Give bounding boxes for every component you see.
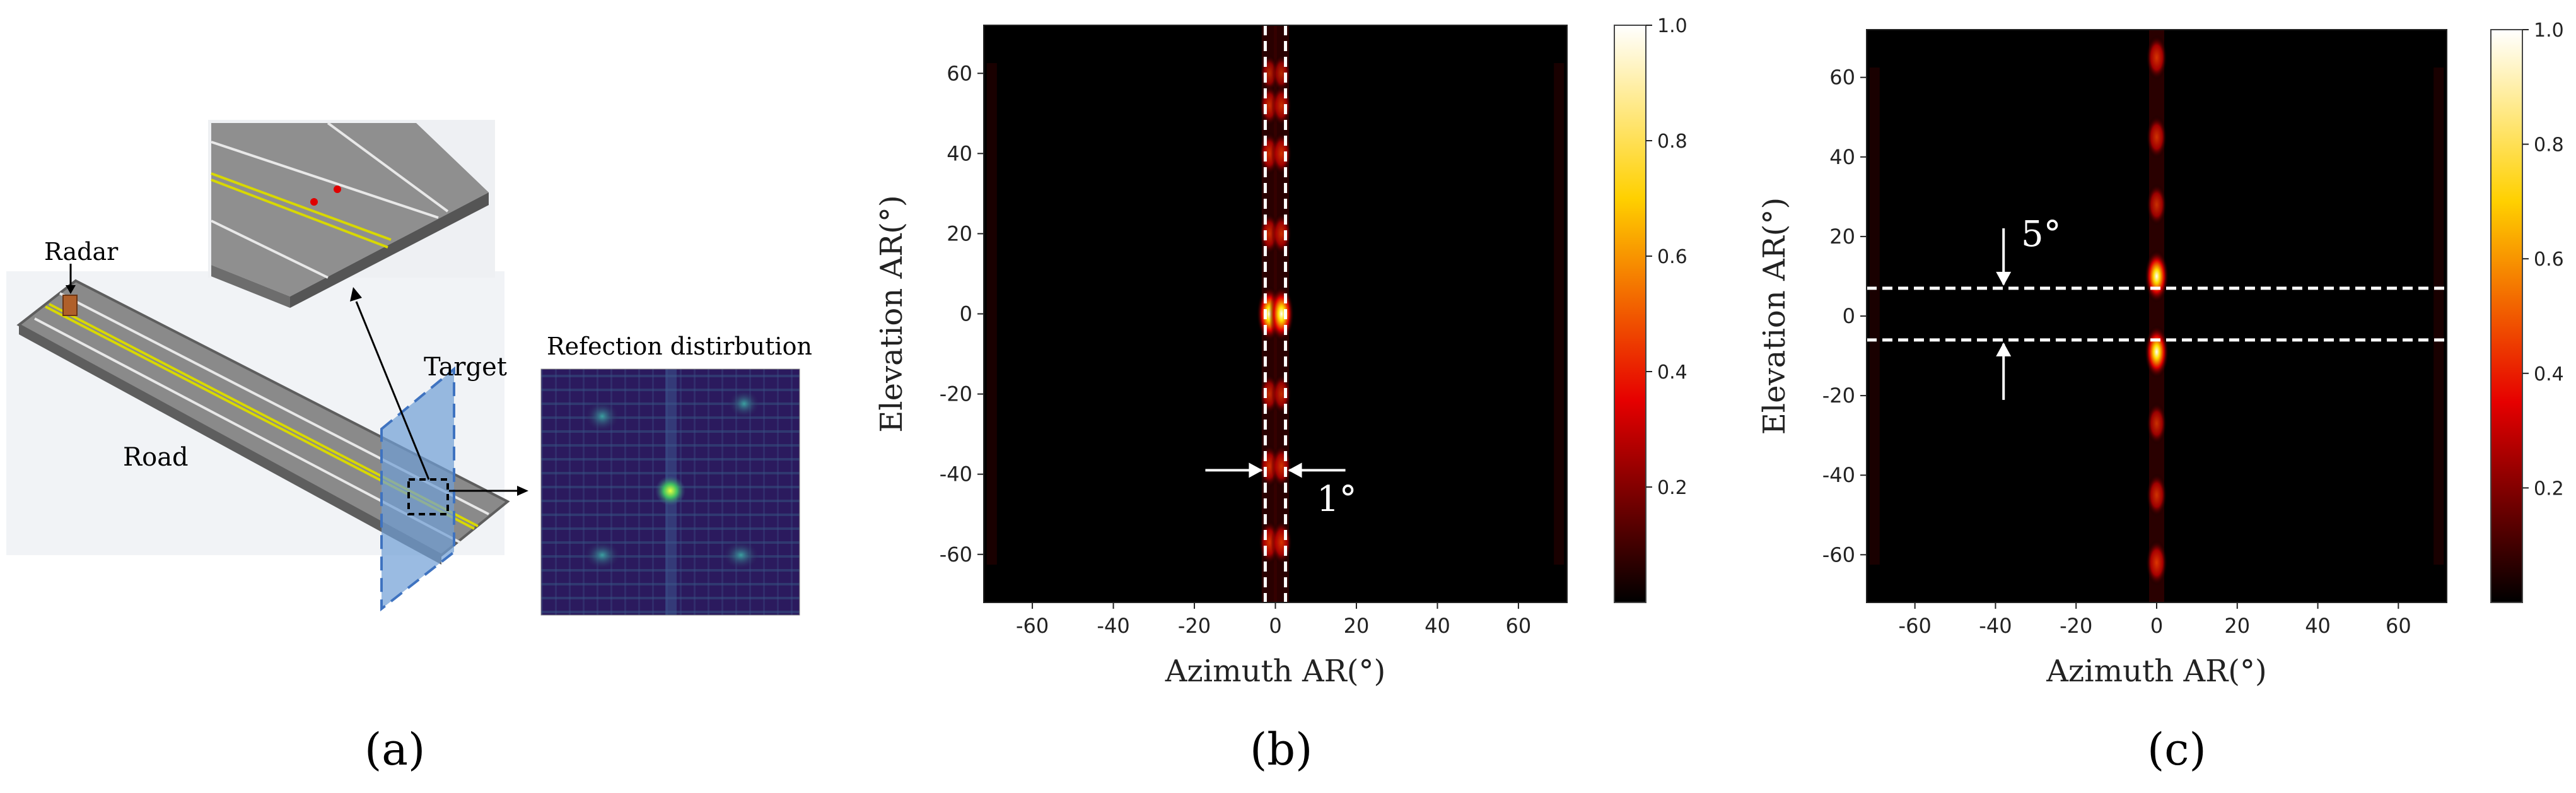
x-tick-label: -20 bbox=[1178, 614, 1211, 638]
x-tick-label: 20 bbox=[2224, 614, 2250, 638]
panel-b: -60 -40 -20 0 20 40 60 -60 -40 -20 0 20 40 60 Azimuth … bbox=[874, 15, 1687, 775]
side-lobe bbox=[1554, 63, 1565, 565]
y-tick-label: 60 bbox=[1829, 66, 1855, 90]
side-lobe bbox=[2433, 68, 2444, 565]
side-lobe bbox=[986, 63, 997, 565]
colorbar-tick-label: 0.4 bbox=[1657, 361, 1687, 384]
y-tick-label: -60 bbox=[940, 543, 972, 567]
x-tick-label: 40 bbox=[1425, 614, 1450, 638]
panel-c-annotation: 5° bbox=[2021, 214, 2061, 255]
annotation-arrowhead bbox=[1288, 462, 1302, 478]
heatmap-peak bbox=[1269, 286, 1295, 342]
zoom-arrowhead bbox=[350, 287, 362, 302]
target-plane bbox=[380, 366, 455, 612]
panel-a: Radar Road Target Refection distirbution bbox=[6, 120, 812, 775]
heatmap-peak bbox=[2144, 250, 2169, 303]
x-axis-label: Azimuth AR(°) bbox=[1165, 654, 1385, 689]
reflection-heatmap bbox=[540, 368, 800, 616]
annotation-arrowhead bbox=[1249, 462, 1263, 478]
zoom-arrow bbox=[355, 301, 430, 480]
x-tick-label: 60 bbox=[1506, 614, 1532, 638]
zoom-inset bbox=[208, 120, 495, 308]
x-axis-label: Azimuth AR(°) bbox=[2046, 654, 2266, 689]
x-tick-label: 0 bbox=[1269, 614, 1281, 638]
reflection-peak bbox=[655, 476, 685, 506]
y-tick-label: 60 bbox=[947, 61, 972, 85]
side-lobe bbox=[1869, 68, 1880, 565]
heatmap-peak bbox=[2147, 402, 2167, 445]
y-tick-label: -60 bbox=[1822, 543, 1855, 567]
colorbar-tick-label: 0.2 bbox=[1657, 477, 1687, 499]
x-tick-label: 60 bbox=[2386, 614, 2411, 638]
annotation-arrowhead bbox=[1996, 271, 2012, 286]
reflection-title: Refection distirbution bbox=[547, 332, 812, 360]
target-label: Target bbox=[424, 353, 507, 382]
heatmap-peak bbox=[1271, 85, 1292, 127]
heatmap-peak bbox=[2146, 35, 2167, 80]
x-tick-label: -60 bbox=[1899, 614, 1932, 638]
heatmap-peak bbox=[2144, 325, 2169, 379]
x-tick-label: -20 bbox=[2060, 614, 2092, 638]
annotation-arrowhead bbox=[1996, 342, 2012, 356]
x-tick-label: -40 bbox=[1097, 614, 1129, 638]
heatmap-peak bbox=[2147, 184, 2167, 226]
heatmap-peak bbox=[1271, 520, 1292, 565]
panel-a-caption: (a) bbox=[364, 724, 425, 775]
y-axis-label: Elevation AR(°) bbox=[874, 195, 909, 433]
y-tick-label: -20 bbox=[940, 382, 972, 406]
panel-b-annotation: 1° bbox=[1317, 479, 1357, 520]
colorbar-tick-label: 0.6 bbox=[2534, 249, 2564, 271]
panel-b-caption: (b) bbox=[1250, 724, 1312, 775]
colorbar-tick-label: 0.2 bbox=[2534, 478, 2564, 500]
y-tick-label: -40 bbox=[1822, 463, 1855, 487]
x-tick-label: -60 bbox=[1016, 614, 1049, 638]
x-tick-label: 0 bbox=[2150, 614, 2163, 638]
y-tick-label: 0 bbox=[1843, 304, 1855, 328]
x-tick-label: 40 bbox=[2305, 614, 2331, 638]
colorbar-tick-label: 0.8 bbox=[2534, 134, 2564, 156]
y-tick-label: -40 bbox=[940, 462, 972, 486]
reflection-arrowhead bbox=[517, 486, 528, 496]
colorbar-tick-label: 1.0 bbox=[1657, 15, 1687, 37]
colorbar bbox=[1614, 25, 1646, 603]
y-tick-label: -20 bbox=[1822, 384, 1855, 408]
x-tick-label: -40 bbox=[1979, 614, 2012, 638]
panel-c-caption: (c) bbox=[2147, 724, 2206, 775]
heatmap-peak bbox=[2146, 115, 2167, 159]
y-tick-label: 20 bbox=[1829, 225, 1855, 249]
road-label: Road bbox=[123, 443, 189, 472]
road-side bbox=[19, 325, 441, 565]
y-tick-label: 0 bbox=[960, 302, 972, 326]
colorbar bbox=[2490, 29, 2523, 603]
colorbar-tick-label: 0.6 bbox=[1657, 246, 1687, 268]
x-tick-label: 20 bbox=[1344, 614, 1370, 638]
panel-c: -60 -40 -20 0 20 40 60 -60 -40 -20 0 20 40 60 Azimuth … bbox=[1757, 20, 2564, 775]
radar-label: Radar bbox=[44, 238, 119, 266]
colorbar-tick-label: 1.0 bbox=[2534, 20, 2564, 42]
y-tick-label: 40 bbox=[947, 141, 972, 165]
target-point bbox=[334, 185, 341, 193]
heatmap-peak bbox=[1271, 213, 1292, 255]
y-axis-label: Elevation AR(°) bbox=[1757, 197, 1792, 435]
colorbar-tick-label: 0.4 bbox=[2534, 363, 2564, 385]
target-point bbox=[310, 198, 318, 206]
heatmap-b-plot: -60 -40 -20 0 20 40 60 -60 -40 -20 0 20 40 60 Azimuth … bbox=[874, 15, 1687, 689]
heatmap-peak bbox=[2146, 473, 2167, 517]
colorbar-tick-label: 0.8 bbox=[1657, 131, 1687, 153]
radar-arrowhead bbox=[66, 285, 76, 294]
y-tick-label: 40 bbox=[1829, 145, 1855, 169]
target-region-box bbox=[407, 478, 449, 515]
heatmap-peak bbox=[1271, 373, 1291, 414]
heatmap-peak bbox=[2145, 539, 2168, 586]
radar-device bbox=[62, 295, 78, 316]
y-tick-label: 20 bbox=[947, 221, 972, 245]
heatmap-c-plot: -60 -40 -20 0 20 40 60 -60 -40 -20 0 20 40 60 Azimuth … bbox=[1757, 20, 2564, 689]
heatmap-peak bbox=[1271, 444, 1292, 488]
heatmap-peak bbox=[1271, 132, 1292, 175]
